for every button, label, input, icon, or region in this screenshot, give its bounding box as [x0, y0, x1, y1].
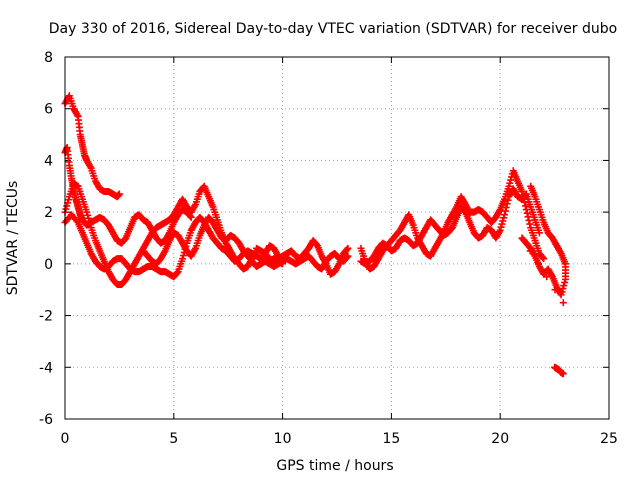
series-trace-g [257, 250, 352, 273]
chart-title: Day 330 of 2016, Sidereal Day-to-day VTE… [49, 21, 617, 37]
data-point [501, 207, 509, 215]
data-point [518, 234, 526, 242]
data-point [518, 187, 526, 195]
data-series [61, 92, 569, 378]
x-tick-label: 15 [382, 431, 400, 447]
plot-frame [64, 56, 610, 420]
data-point [524, 213, 532, 221]
data-point [344, 252, 352, 260]
series-trace-a [61, 92, 123, 201]
data-point [115, 190, 123, 198]
series-trace-i [357, 185, 543, 268]
y-tick-label: 6 [44, 102, 53, 118]
series-trace-b [61, 144, 195, 247]
axis-ticks: 0 5 10 15 20 25 -6 -4 -2 0 2 4 6 8 [39, 50, 618, 447]
y-tick-label: 2 [44, 205, 53, 221]
y-tick-label: -2 [39, 309, 53, 325]
x-tick-label: 10 [274, 431, 292, 447]
data-point [534, 260, 542, 268]
data-point [526, 247, 534, 255]
data-point [551, 286, 559, 294]
x-axis-label: GPS time / hours [276, 458, 393, 474]
data-point [343, 245, 351, 253]
data-point [543, 273, 551, 281]
data-point [504, 196, 512, 204]
data-point [540, 255, 548, 263]
data-point [173, 269, 181, 277]
x-tick-label: 0 [61, 431, 70, 447]
series-trace-d [61, 211, 287, 281]
data-point [519, 235, 527, 243]
data-point [501, 211, 509, 219]
series-trace-c [61, 180, 260, 289]
data-point [502, 203, 510, 211]
data-point [521, 202, 529, 210]
data-point [559, 370, 567, 378]
data-point [525, 216, 533, 224]
x-tick-label: 5 [169, 431, 178, 447]
y-tick-label: 4 [44, 153, 53, 169]
y-tick-label: 0 [44, 257, 53, 273]
series-trace-k [551, 363, 567, 378]
data-point [539, 254, 547, 262]
y-tick-label: -4 [39, 360, 53, 376]
y-axis-label: SDTVAR / TECUs [5, 181, 21, 296]
data-point [535, 229, 543, 237]
data-point [523, 209, 531, 217]
y-tick-label: -6 [39, 412, 53, 428]
data-point [526, 220, 534, 228]
x-tick-label: 25 [600, 431, 618, 447]
y-tick-label: 8 [44, 50, 53, 66]
x-tick-label: 20 [491, 431, 509, 447]
data-point [503, 200, 511, 208]
series-trace-j [518, 182, 569, 307]
data-point [559, 299, 567, 307]
data-point [343, 253, 351, 261]
data-point [344, 244, 352, 252]
